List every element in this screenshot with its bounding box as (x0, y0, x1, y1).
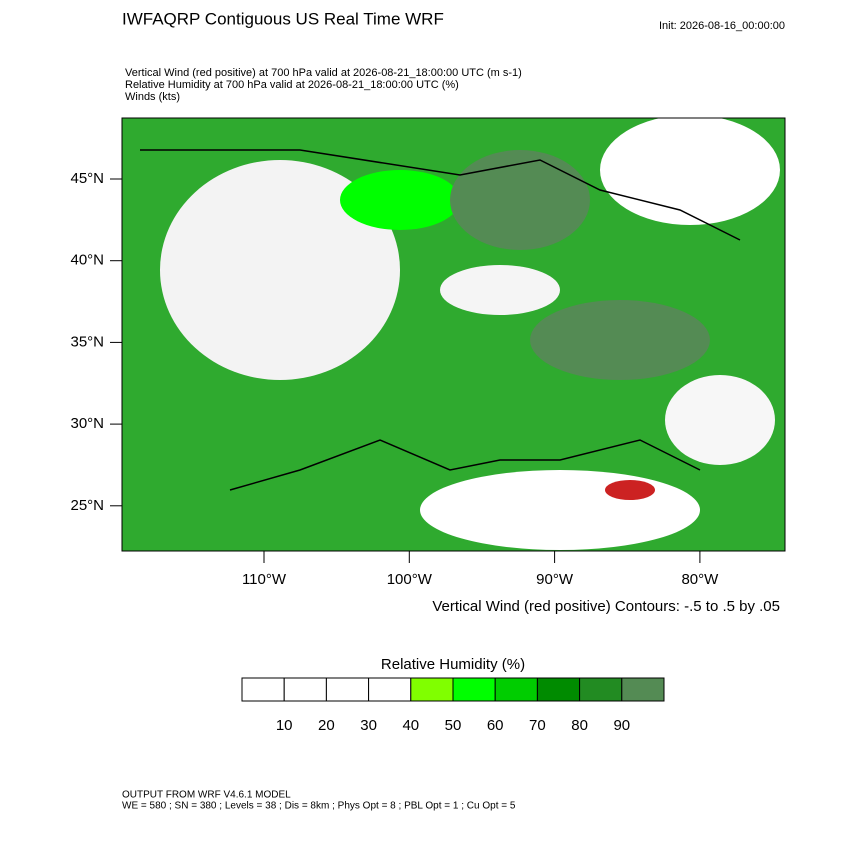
field-line: Winds (kts) (125, 91, 180, 103)
title: IWFAQRP Contiguous US Real Time WRF (122, 9, 444, 28)
moist-area (450, 150, 590, 250)
lat-label: 30°N (70, 415, 104, 432)
colorbar-box (579, 677, 623, 702)
dry-area (440, 265, 560, 315)
contour-note: Vertical Wind (red positive) Contours: -… (432, 598, 780, 615)
moist-area (340, 170, 460, 230)
colorbar-tick-label: 80 (571, 717, 588, 734)
colorbar-tick-label: 40 (402, 717, 419, 734)
dry-area (160, 160, 400, 380)
colorbar-box (368, 677, 412, 702)
updraft-area (605, 480, 655, 500)
lon-label: 80°W (681, 571, 719, 588)
moist-area (530, 300, 710, 380)
colorbar-tick-label: 30 (360, 717, 377, 734)
map (121, 115, 786, 552)
colorbar-tick-label: 60 (487, 717, 504, 734)
colorbar-box (241, 677, 285, 702)
colorbar-box (536, 677, 581, 702)
dry-area (420, 470, 700, 550)
colorbar-tick-label: 90 (613, 717, 630, 734)
footer-line: WE = 580 ; SN = 380 ; Levels = 38 ; Dis … (122, 801, 516, 812)
colorbar-box (283, 677, 327, 702)
lat-label: 25°N (70, 497, 104, 514)
colorbar-tick-label: 20 (318, 717, 335, 734)
colorbar-tick-label: 10 (276, 717, 293, 734)
colorbar-box (410, 677, 454, 702)
boundary (140, 149, 741, 491)
colorbar-box (494, 677, 538, 702)
lat-label: 35°N (70, 333, 104, 350)
colorbar-tick-label: 50 (445, 717, 462, 734)
field-list: Vertical Wind (red positive) at 700 hPa … (125, 67, 522, 103)
colorbar-title: Relative Humidity (%) (381, 656, 525, 673)
field-line: Relative Humidity at 700 hPa valid at 20… (125, 79, 459, 91)
map-frame (121, 117, 786, 552)
colorbar-box (325, 677, 370, 702)
colorbar-box (621, 677, 665, 702)
colorbar-box (452, 677, 496, 702)
lat-label: 40°N (70, 252, 104, 269)
lat-label: 45°N (70, 170, 104, 187)
lon-label: 100°W (387, 571, 433, 588)
field-line: Vertical Wind (red positive) at 700 hPa … (125, 67, 522, 79)
init-time: Init: 2026-08-16_00:00:00 (659, 20, 785, 32)
footer-line: OUTPUT FROM WRF V4.6.1 MODEL (122, 790, 291, 801)
dry-area (665, 375, 775, 465)
lon-label: 90°W (536, 571, 574, 588)
map-axes: 45°N 40°N 35°N 30°N 25°N 110°W 100°W 90°W 80°W (70, 170, 719, 588)
colorbar: 10 20 30 40 50 60 70 80 90 (241, 677, 665, 734)
lon-label: 110°W (242, 571, 287, 588)
colorbar-tick-label: 70 (529, 717, 546, 734)
dry-area (600, 115, 780, 225)
